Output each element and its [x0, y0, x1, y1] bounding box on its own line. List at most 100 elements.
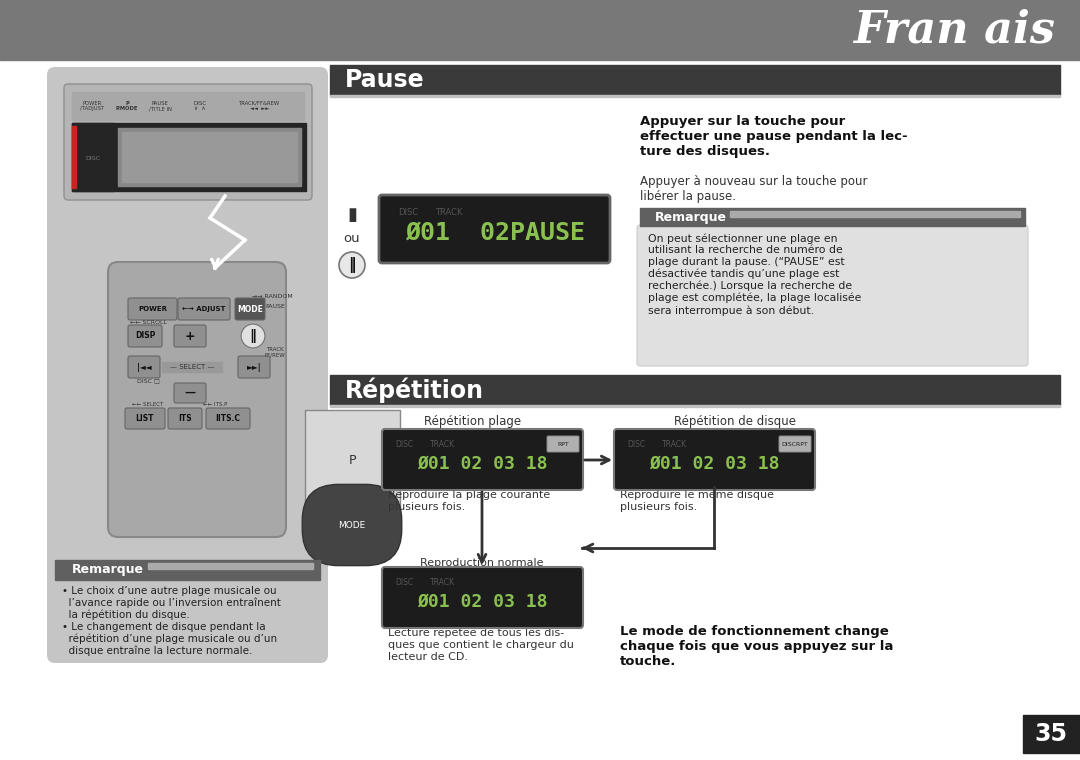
Text: DISC □: DISC □	[136, 378, 160, 384]
Bar	[330, 65, 1059, 95]
Text: P
P.MODE: P P.MODE	[116, 100, 138, 112]
FancyBboxPatch shape	[637, 225, 1028, 366]
Text: Ø01 02 03 18: Ø01 02 03 18	[649, 454, 780, 473]
Text: LIST: LIST	[136, 414, 154, 423]
Text: MODE: MODE	[238, 305, 262, 313]
Text: IITS.C: IITS.C	[216, 414, 241, 423]
Text: Répétition: Répétition	[345, 377, 484, 403]
Text: PAUSE
/TITLE IN: PAUSE /TITLE IN	[149, 100, 172, 112]
Text: DISC: DISC	[395, 440, 414, 449]
Text: DISC: DISC	[627, 440, 645, 449]
Text: P: P	[348, 454, 355, 467]
FancyBboxPatch shape	[129, 298, 177, 320]
Text: Remarque: Remarque	[654, 211, 727, 223]
FancyBboxPatch shape	[108, 262, 286, 537]
Text: ←→ ADJUST: ←→ ADJUST	[183, 306, 226, 312]
FancyBboxPatch shape	[235, 298, 265, 320]
FancyBboxPatch shape	[129, 356, 160, 378]
FancyBboxPatch shape	[206, 408, 249, 429]
Text: ‖: ‖	[348, 257, 355, 273]
FancyBboxPatch shape	[379, 195, 610, 263]
Text: ou: ou	[343, 232, 361, 245]
Text: TRACK: TRACK	[435, 208, 462, 217]
Text: RPT: RPT	[557, 442, 569, 447]
Text: DISC
∨  ∧: DISC ∨ ∧	[193, 100, 206, 112]
Bar	[330, 405, 1059, 407]
Text: TRACK/FF&REW
◄◄  ►►: TRACK/FF&REW ◄◄ ►►	[240, 100, 281, 112]
Bar	[122, 132, 297, 182]
Bar	[72, 92, 303, 120]
Text: TRACK: TRACK	[430, 578, 455, 587]
FancyBboxPatch shape	[238, 356, 270, 378]
Text: ‖: ‖	[249, 329, 256, 343]
FancyBboxPatch shape	[174, 325, 206, 347]
Text: DISC: DISC	[395, 578, 414, 587]
Text: Fran ais: Fran ais	[853, 8, 1055, 52]
Text: Appuyer à nouveau sur la touche pour
libérer la pause.: Appuyer à nouveau sur la touche pour lib…	[640, 175, 867, 203]
FancyBboxPatch shape	[178, 298, 230, 320]
Text: DISP: DISP	[135, 331, 156, 340]
Text: POWER: POWER	[138, 306, 167, 312]
Bar	[72, 126, 76, 188]
FancyBboxPatch shape	[168, 408, 202, 429]
FancyBboxPatch shape	[615, 429, 815, 490]
FancyBboxPatch shape	[546, 436, 579, 452]
Text: Répétition de disque: Répétition de disque	[674, 415, 796, 428]
Bar	[162, 362, 222, 372]
Text: ITS: ITS	[178, 414, 192, 423]
Text: POWER
/TADJUST: POWER /TADJUST	[80, 100, 104, 112]
FancyBboxPatch shape	[382, 429, 583, 490]
Text: On peut sélectionner une plage en
utilisant la recherche de numéro de
plage dura: On peut sélectionner une plage en utilis…	[648, 233, 862, 315]
FancyBboxPatch shape	[125, 408, 165, 429]
Bar	[148, 563, 313, 569]
Text: Appuyer sur la touche pour
effectuer une pause pendant la lec-
ture des disques.: Appuyer sur la touche pour effectuer une…	[640, 115, 907, 158]
Text: Reproduire le même disque
plusieurs fois.: Reproduire le même disque plusieurs fois…	[620, 490, 774, 512]
Text: ←← SELECT: ←← SELECT	[133, 403, 164, 407]
Circle shape	[241, 324, 265, 348]
Text: →→ RANDOM: →→ RANDOM	[252, 295, 293, 299]
Text: DISC: DISC	[85, 156, 100, 160]
Bar	[330, 375, 1059, 405]
Text: TRACK
FF/REW: TRACK FF/REW	[265, 347, 285, 357]
Bar	[330, 95, 1059, 97]
Text: Reproduire la plage courante
plusieurs fois.: Reproduire la plage courante plusieurs f…	[388, 490, 550, 511]
Circle shape	[339, 252, 365, 278]
FancyBboxPatch shape	[129, 325, 162, 347]
Bar	[118, 128, 301, 186]
Text: TRACK: TRACK	[430, 440, 455, 449]
Text: 35: 35	[1035, 722, 1067, 746]
FancyBboxPatch shape	[174, 383, 206, 403]
Text: +: +	[185, 330, 195, 343]
Text: Remarque: Remarque	[72, 563, 144, 577]
FancyBboxPatch shape	[64, 84, 312, 200]
Text: ►►|: ►►|	[246, 363, 261, 372]
Text: Ø01 02 03 18: Ø01 02 03 18	[417, 454, 548, 473]
Text: —: —	[185, 388, 195, 398]
Text: Pause: Pause	[345, 68, 424, 92]
Bar	[1023, 715, 1080, 753]
Text: Le mode de fonctionnement change
chaque fois que vous appuyez sur la
touche.: Le mode de fonctionnement change chaque …	[620, 625, 893, 668]
Text: ←← SCROLL: ←← SCROLL	[130, 321, 166, 325]
Text: Ø01  02PAUSE: Ø01 02PAUSE	[405, 221, 585, 245]
Text: ou: ou	[343, 483, 361, 496]
Text: Répétition plage: Répétition plage	[424, 415, 522, 428]
Text: — SELECT —: — SELECT —	[170, 364, 214, 370]
Bar	[72, 123, 306, 191]
Bar	[640, 208, 1025, 226]
Text: DISC: DISC	[399, 208, 418, 217]
Text: DISCRPT: DISCRPT	[782, 442, 808, 447]
Text: Lecture répétée de tous les dis-
ques que contient le chargeur du
lecteur de CD.: Lecture répétée de tous les dis- ques qu…	[388, 628, 573, 662]
Text: Ø01 02 03 18: Ø01 02 03 18	[417, 593, 548, 610]
Text: |◄◄: |◄◄	[137, 363, 151, 372]
Bar	[55, 560, 320, 580]
Text: MODE: MODE	[338, 521, 366, 530]
Text: ▮: ▮	[347, 206, 356, 224]
Bar	[0, 0, 1080, 60]
Bar	[72, 123, 114, 191]
Text: PAUSE: PAUSE	[265, 305, 285, 309]
Text: • Le choix d’une autre plage musicale ou
  l’avance rapide ou l’inversion entraî: • Le choix d’une autre plage musicale ou…	[62, 586, 281, 657]
Text: ←← ITS.P: ←← ITS.P	[203, 403, 227, 407]
FancyBboxPatch shape	[382, 567, 583, 628]
Bar	[730, 211, 1020, 217]
Text: Reproduction normale: Reproduction normale	[420, 558, 543, 568]
